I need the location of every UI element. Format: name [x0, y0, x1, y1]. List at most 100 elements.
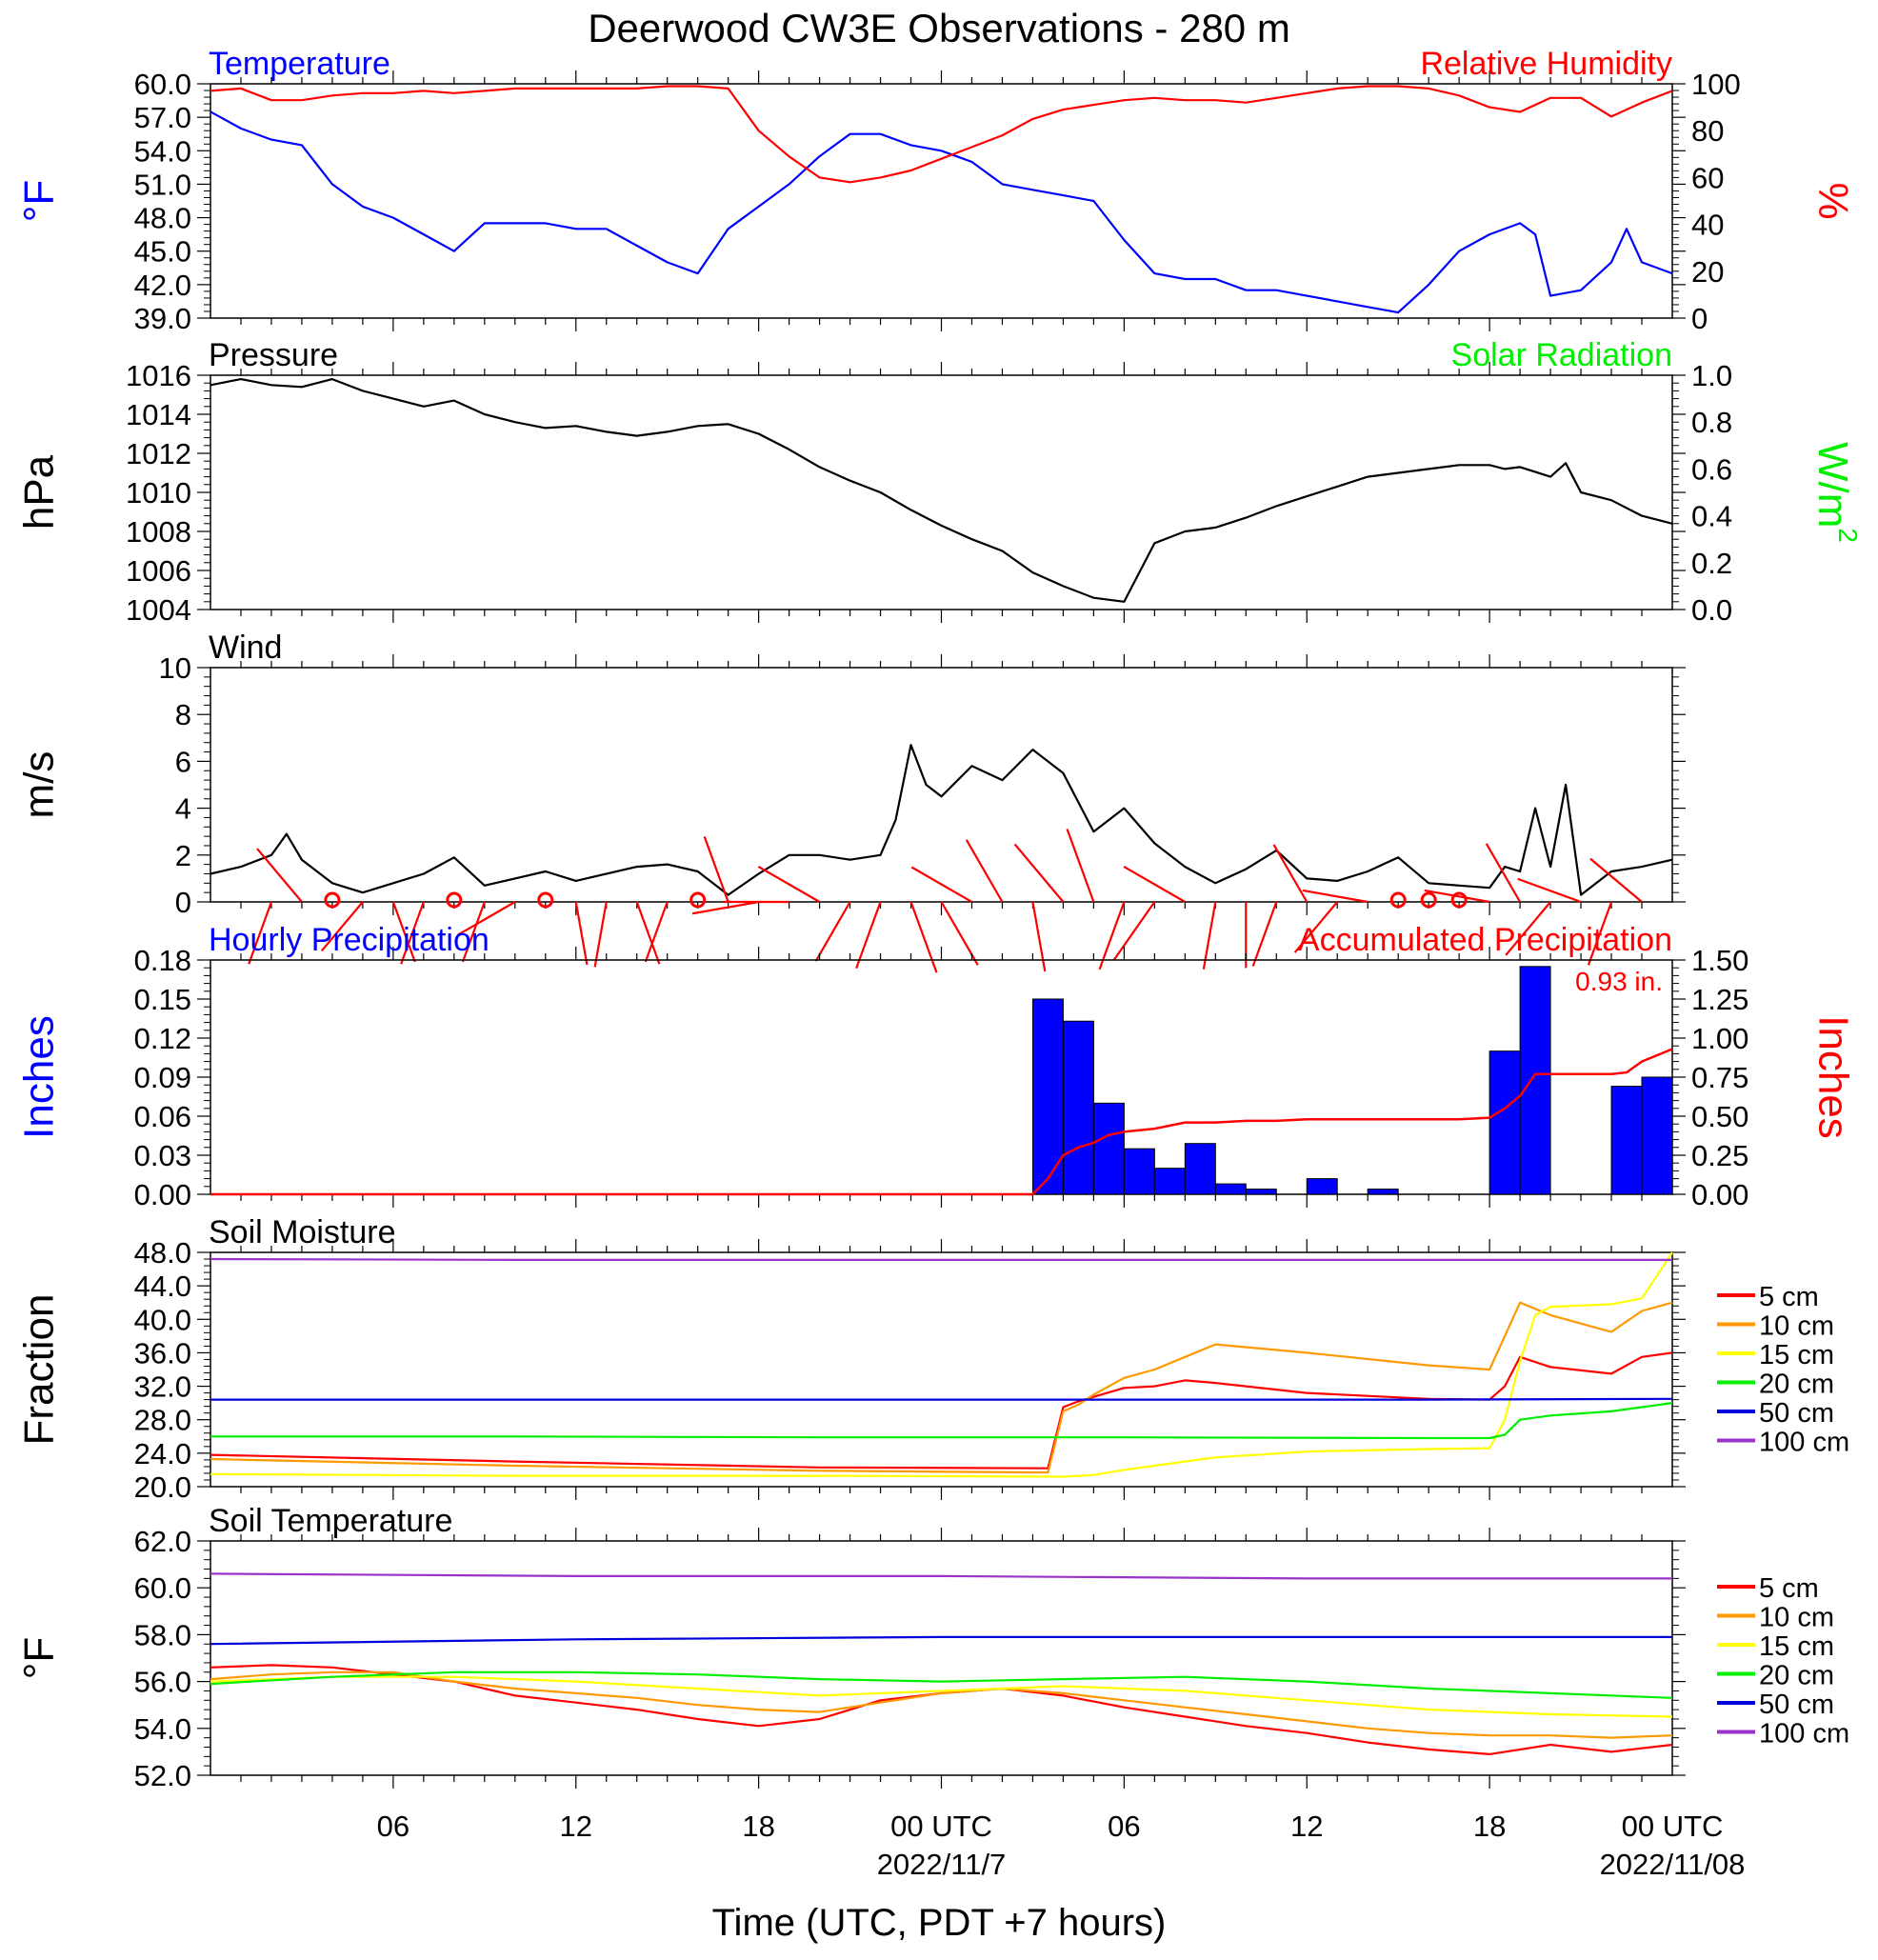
y-axis-label-right: W/m2 [1809, 442, 1862, 543]
y-tick-label-left: 44.0 [134, 1270, 191, 1303]
series-line-0 [210, 744, 1673, 896]
wind-barb [1202, 901, 1217, 970]
panel-title-left: Soil Moisture [209, 1214, 396, 1250]
y-tick-label-left: 62.0 [134, 1525, 191, 1558]
x-tick-label: 12 [1290, 1810, 1323, 1843]
y-tick-label-right: 100 [1691, 68, 1741, 101]
plot-frame [210, 1251, 1673, 1488]
y-tick-label-right: 0.2 [1691, 547, 1732, 580]
wind-barb [400, 901, 425, 965]
soil-temperature-legend-label: 20 cm [1759, 1661, 1834, 1691]
panel-title-left: Pressure [209, 337, 338, 373]
y-tick-label-left: 24.0 [134, 1437, 191, 1470]
precip-bar [1092, 1102, 1125, 1195]
precip-bar [1214, 1183, 1247, 1195]
wind-barb [1587, 901, 1613, 966]
x-axis-label: Time (UTC, PDT +7 hours) [712, 1902, 1167, 1944]
panel-title-left: Temperature [209, 46, 390, 82]
wind-barb [757, 865, 821, 903]
precip-bar [1245, 1189, 1277, 1195]
y-axis-label-right-text: W/m [1809, 442, 1856, 528]
series-line-4 [210, 1397, 1673, 1401]
wind-barb [635, 901, 661, 965]
y-tick-label-left: 1014 [126, 398, 191, 431]
wind-calm-marker [1420, 891, 1437, 909]
wind-barb [1251, 901, 1278, 967]
soil-moisture-legend-label: 5 cm [1759, 1282, 1819, 1312]
y-tick-label-left: 20.0 [134, 1470, 191, 1504]
wind-barb [1505, 901, 1551, 956]
series-line-2 [210, 1251, 1673, 1478]
y-axis-label-right-sup: 2 [1833, 528, 1863, 543]
y-axis-label-left: °F [16, 180, 63, 222]
series-line-1 [210, 1670, 1673, 1739]
wind-barb [593, 901, 608, 968]
y-tick-label-left: 45.0 [134, 235, 191, 269]
y-tick-label-left: 48.0 [134, 1236, 191, 1270]
y-tick-label-left: 48.0 [134, 202, 191, 235]
soil-temperature-legend-label: 15 cm [1759, 1631, 1834, 1662]
precip-bar [1306, 1178, 1338, 1195]
y-tick-label-right: 80 [1691, 114, 1724, 148]
wind-barb [1031, 901, 1047, 972]
y-axis-label-left: °F [16, 1637, 63, 1679]
panel-title-left: Soil Temperature [209, 1503, 452, 1539]
x-tick-date-label: 2022/11/7 [877, 1848, 1007, 1881]
y-tick-label-left: 0.09 [134, 1061, 191, 1094]
wind-barb [391, 901, 416, 963]
series-line-4 [210, 1635, 1672, 1646]
wind-barb [644, 901, 669, 963]
series-line-2 [210, 1675, 1673, 1718]
x-tick-label: 12 [560, 1810, 592, 1843]
y-tick-label-left: 0.06 [134, 1100, 191, 1133]
y-tick-label-right: 0.0 [1691, 593, 1732, 627]
y-tick-label-left: 1004 [126, 593, 191, 627]
y-tick-label-left: 0.00 [134, 1178, 191, 1211]
chart-title: Deerwood CW3E Observations - 280 m [588, 6, 1290, 50]
panel-title-left: Wind [209, 630, 282, 666]
wind-barb [814, 901, 851, 962]
y-tick-label-left: 6 [175, 745, 191, 778]
x-tick-label: 06 [377, 1810, 410, 1843]
y-tick-label-left: 42.0 [134, 269, 191, 302]
x-tick-label: 18 [1473, 1810, 1506, 1843]
y-tick-label-left: 0.03 [134, 1139, 191, 1172]
y-tick-label-left: 0 [175, 886, 191, 919]
y-tick-label-right: 1.0 [1691, 359, 1732, 392]
y-tick-label-left: 39.0 [134, 302, 191, 335]
y-tick-label-right: 60 [1691, 161, 1724, 194]
y-axis-label-right: % [1809, 182, 1856, 219]
y-tick-label-left: 60.0 [134, 1571, 191, 1605]
wind-calm-marker [689, 891, 707, 909]
precip-bar [1641, 1076, 1673, 1195]
plot-frame [210, 374, 1673, 610]
wind-barb [1424, 889, 1490, 904]
soil-temperature-legend-label: 50 cm [1759, 1690, 1834, 1720]
y-tick-label-right: 0.4 [1691, 500, 1732, 533]
wind-calm-marker [1450, 891, 1468, 909]
wind-barb [1098, 901, 1126, 970]
soil-moisture-legend-label: 50 cm [1759, 1398, 1834, 1429]
panel-title-right: Accumulated Precipitation [1298, 922, 1672, 958]
accumulated-precip-line [210, 1048, 1673, 1196]
wind-barb [1589, 857, 1643, 903]
plot-frame [210, 667, 1673, 903]
y-tick-label-right: 0.00 [1691, 1178, 1748, 1211]
wind-barb [1272, 844, 1309, 903]
y-tick-label-left: 2 [175, 839, 191, 872]
y-tick-label-right: 0.75 [1691, 1061, 1748, 1094]
soil-temperature-legend-label: 100 cm [1759, 1719, 1849, 1750]
wind-barb [248, 901, 272, 965]
wind-barb [1066, 829, 1095, 903]
precip-bar [1367, 1189, 1399, 1195]
soil-moisture-legend-label: 20 cm [1759, 1370, 1834, 1400]
y-tick-label-left: 57.0 [134, 101, 191, 134]
y-tick-label-right: 1.25 [1691, 983, 1748, 1016]
y-tick-label-left: 4 [175, 792, 191, 826]
soil-temperature-legend-label: 5 cm [1759, 1573, 1819, 1604]
y-tick-label-left: 10 [159, 651, 191, 685]
wind-barb [1013, 843, 1065, 903]
y-tick-label-right: 0.6 [1691, 452, 1732, 486]
y-axis-label-right: Inches [1809, 1015, 1856, 1139]
